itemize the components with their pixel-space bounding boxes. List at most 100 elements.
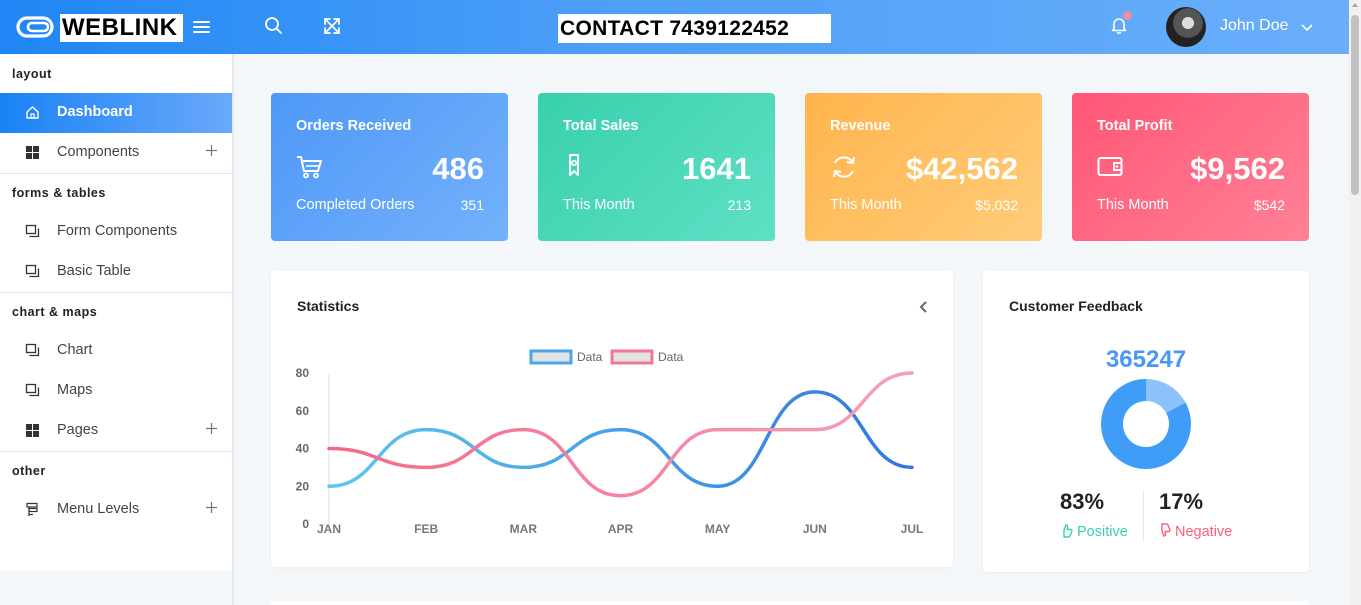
grid-icon [26, 424, 39, 437]
chevron-down-icon[interactable] [1300, 20, 1314, 34]
sidebar-item-maps[interactable]: Maps [0, 371, 232, 411]
expand-plus-icon[interactable] [206, 502, 217, 513]
sidebar: layout Dashboard Components forms & tabl… [0, 54, 232, 571]
contact-banner: CONTACT 7439122452 [558, 14, 831, 43]
brand-name[interactable]: WEBLINK [60, 14, 184, 42]
card-sub-value: 213 [727, 197, 751, 213]
series-line-2[interactable] [327, 371, 914, 498]
card-title: Revenue [830, 118, 891, 134]
sidebar-item-label: Menu Levels [57, 501, 140, 517]
y-tick-label: 0 [302, 517, 309, 531]
sidebar-item-label: Form Components [57, 223, 178, 239]
y-tick-label: 60 [296, 404, 310, 418]
home-icon [26, 106, 39, 119]
legend-label[interactable]: Data [577, 350, 603, 364]
page-scrollbar[interactable] [1349, 0, 1361, 605]
link-logo-icon [16, 16, 54, 38]
revenue-card: Revenue $42,562 This Month $5,032 [805, 93, 1042, 241]
sidebar-item-menu-levels[interactable]: Menu Levels [0, 490, 232, 530]
sidebar-item-basic-table[interactable]: Basic Table [0, 252, 232, 292]
card-sub-label: This Month [1097, 197, 1169, 213]
window-icon [25, 383, 40, 397]
sidebar-item-pages[interactable]: Pages [0, 411, 232, 451]
legend-swatch[interactable] [529, 349, 573, 365]
thumbs-up-icon [1063, 524, 1073, 538]
x-tick-label: JUN [803, 522, 827, 536]
card-sub-label: This Month [830, 197, 902, 213]
card-sub-value: $5,032 [975, 197, 1018, 213]
menu-levels-icon [26, 502, 38, 516]
scroll-thumb[interactable] [1351, 15, 1359, 195]
series-line-1[interactable] [327, 390, 914, 489]
search-icon[interactable] [264, 16, 284, 36]
menu-toggle-icon[interactable] [193, 21, 210, 35]
card-sub-value: 351 [460, 197, 484, 213]
expand-plus-icon[interactable] [206, 145, 217, 156]
card-sub-label: Completed Orders [296, 197, 415, 213]
x-tick-label: JAN [317, 522, 341, 536]
customer-feedback-panel: Customer Feedback 365247 83% 17% Positiv… [983, 271, 1309, 572]
user-name[interactable]: John Doe [1220, 17, 1289, 34]
scroll-up-arrow-icon[interactable] [1352, 3, 1358, 7]
avatar[interactable] [1166, 7, 1206, 47]
y-tick-label: 20 [296, 479, 310, 493]
sidebar-item-label: Maps [57, 382, 93, 398]
donut-positive-slice[interactable] [1100, 378, 1192, 470]
legend-label[interactable]: Data [658, 350, 684, 364]
card-title: Total Profit [1097, 118, 1173, 134]
fullscreen-icon[interactable] [322, 16, 342, 36]
donut-negative-slice[interactable] [1101, 379, 1191, 469]
negative-label: Negative [1175, 524, 1233, 540]
cart-icon [297, 156, 322, 179]
positive-percentage: 83% [1060, 489, 1105, 514]
sidebar-item-chart[interactable]: Chart [0, 331, 232, 371]
sidebar-caption-other: other [12, 464, 46, 478]
next-panel-edge [271, 601, 1309, 605]
grid-icon [26, 146, 39, 159]
card-sub-label: This Month [563, 197, 635, 213]
sidebar-item-dashboard[interactable]: Dashboard [0, 93, 232, 133]
chart-legend: Data Data [529, 349, 684, 365]
card-title: Total Sales [563, 118, 639, 134]
sidebar-divider [0, 451, 232, 452]
negative-label-row: Negative [1159, 523, 1232, 540]
orders-received-card: Orders Received 486 Completed Orders 351 [271, 93, 508, 241]
window-icon [25, 264, 40, 278]
wallet-icon [1097, 157, 1123, 176]
x-tick-label: MAR [510, 522, 538, 536]
card-value: $9,562 [1190, 151, 1285, 186]
sidebar-divider [0, 173, 232, 174]
thumbs-down-icon [1161, 523, 1171, 537]
sidebar-item-label: Pages [57, 422, 99, 438]
notification-bell-icon[interactable] [1109, 15, 1129, 35]
sidebar-item-form-components[interactable]: Form Components [0, 212, 232, 252]
y-tick-label: 80 [296, 366, 310, 380]
feedback-donut-chart [1100, 378, 1192, 470]
sidebar-item-label: Components [57, 144, 140, 160]
positive-label-row: Positive [1061, 523, 1128, 540]
window-icon [25, 224, 40, 238]
feedback-divider [1143, 490, 1144, 542]
sidebar-item-components[interactable]: Components [0, 133, 232, 173]
panel-title: Customer Feedback [1009, 298, 1143, 314]
total-sales-card: Total Sales 1641 This Month 213 [538, 93, 775, 241]
refresh-icon [833, 156, 855, 178]
top-header: WEBLINK CONTACT 7439122452 John Doe [0, 0, 1349, 54]
panel-title: Statistics [297, 298, 360, 314]
total-profit-card: Total Profit $9,562 This Month $542 [1072, 93, 1309, 241]
expand-plus-icon[interactable] [206, 423, 217, 434]
window-icon [25, 343, 40, 357]
sidebar-caption-forms: forms & tables [12, 186, 106, 200]
sidebar-caption-chart-maps: chart & maps [12, 305, 98, 319]
card-value: $42,562 [905, 151, 1018, 186]
x-tick-label: FEB [414, 522, 438, 536]
sidebar-item-label: Chart [57, 342, 93, 358]
statistics-panel: Statistics Data Data 0 20 40 60 80 JAN FEB MAR… [271, 271, 953, 567]
card-title: Orders Received [296, 118, 412, 134]
x-tick-label: JUL [901, 522, 924, 536]
card-value: 486 [432, 151, 484, 186]
legend-swatch[interactable] [610, 349, 654, 365]
chevron-left-icon[interactable] [917, 300, 931, 314]
x-tick-label: APR [608, 522, 634, 536]
positive-label: Positive [1077, 524, 1128, 540]
